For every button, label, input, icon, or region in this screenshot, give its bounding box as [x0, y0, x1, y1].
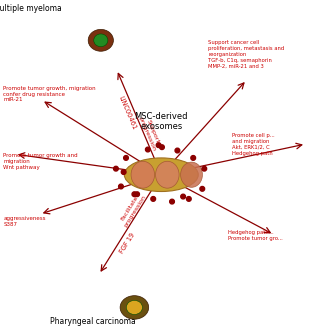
Circle shape [145, 147, 150, 152]
Text: Promote tumor growth, migration
confer drug resistance
miR-21: Promote tumor growth, migration confer d… [3, 86, 96, 102]
Circle shape [121, 170, 126, 174]
Text: Hedgehog path...
Promote tumor gro...: Hedgehog path... Promote tumor gro... [228, 230, 283, 241]
Circle shape [186, 197, 191, 201]
Circle shape [119, 184, 123, 189]
Text: Support cancer cell
proliferation, metastasis and
reorganization
TGF-b, C1q, sem: Support cancer cell proliferation, metas… [208, 40, 285, 69]
Circle shape [160, 145, 164, 150]
Ellipse shape [94, 34, 108, 47]
Circle shape [200, 186, 205, 191]
Circle shape [170, 199, 174, 204]
Circle shape [132, 192, 137, 197]
Circle shape [191, 156, 196, 160]
Circle shape [156, 143, 161, 148]
Text: Facilitate
progression: Facilitate progression [118, 191, 147, 228]
Ellipse shape [124, 158, 198, 192]
Ellipse shape [156, 161, 179, 188]
Ellipse shape [181, 162, 202, 187]
Circle shape [124, 156, 128, 160]
Circle shape [175, 148, 180, 153]
Ellipse shape [126, 300, 142, 314]
Text: aggressiveness
S387: aggressiveness S387 [3, 216, 46, 227]
Text: Pharyngeal carcinoma: Pharyngeal carcinoma [50, 317, 136, 326]
Text: Promote tumor growth and
migration
Wnt pathway: Promote tumor growth and migration Wnt p… [3, 153, 78, 170]
Circle shape [151, 197, 156, 201]
Ellipse shape [131, 161, 155, 188]
Ellipse shape [120, 296, 149, 319]
Text: Support
progression: Support progression [138, 113, 162, 152]
Circle shape [114, 166, 118, 171]
Text: MSC-derived
exosomes: MSC-derived exosomes [134, 112, 188, 131]
Ellipse shape [88, 30, 113, 51]
Text: Multiple myeloma: Multiple myeloma [0, 4, 62, 13]
Text: FGF 19: FGF 19 [118, 232, 136, 255]
Circle shape [181, 194, 185, 199]
Circle shape [202, 166, 207, 171]
Text: Promote cell p...
and migration
Akt, ERK1/2, C
Hedgehog path: Promote cell p... and migration Akt, ERK… [232, 133, 275, 156]
Circle shape [135, 192, 139, 197]
Text: LINC00461: LINC00461 [117, 95, 137, 130]
